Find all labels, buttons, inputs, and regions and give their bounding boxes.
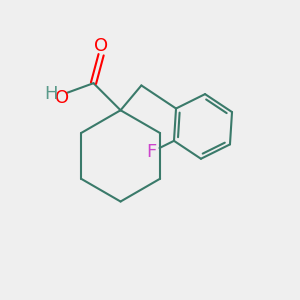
Text: O: O <box>94 38 108 56</box>
Text: H: H <box>44 85 58 103</box>
Text: F: F <box>146 143 156 161</box>
Text: O: O <box>55 89 69 107</box>
